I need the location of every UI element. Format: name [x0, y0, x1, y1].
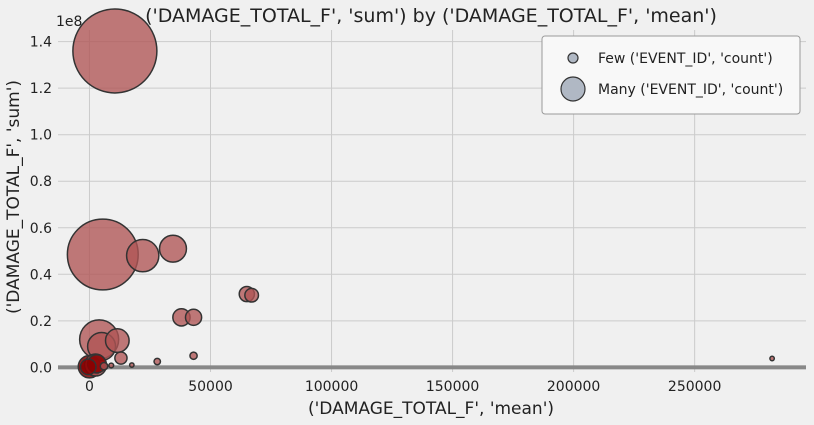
- data-point: [99, 361, 109, 371]
- data-point: [189, 351, 198, 361]
- legend-marker-few: [567, 52, 579, 64]
- chart-title: ('DAMAGE_TOTAL_F', 'sum') by ('DAMAGE_TO…: [145, 5, 717, 27]
- x-tick-label: 150000: [426, 379, 479, 395]
- data-point: [114, 351, 128, 365]
- data-point: [244, 287, 260, 303]
- x-axis-label: ('DAMAGE_TOTAL_F', 'mean'): [308, 399, 554, 419]
- legend-label-few: Few ('EVENT_ID', 'count'): [598, 51, 773, 67]
- y-tick-label: 0.0: [30, 360, 52, 376]
- y-axis-label: ('DAMAGE_TOTAL_F', 'sum'): [4, 80, 24, 314]
- y-tick-label: 1.2: [30, 81, 52, 97]
- data-point: [153, 357, 162, 366]
- zero-line-band: [58, 365, 806, 370]
- data-point: [184, 308, 203, 327]
- y-tick-labels: 0.0 0.2 0.4 0.6 0.8 1.0 1.2 1.4: [30, 35, 52, 377]
- data-point: [79, 358, 97, 376]
- x-tick-label: 250000: [668, 379, 721, 395]
- y-tick-label: 0.8: [30, 174, 52, 190]
- y-tick-label: 1.4: [30, 35, 52, 51]
- data-points: [66, 8, 776, 379]
- x-tick-label: 0: [85, 379, 94, 395]
- legend-box: [541, 35, 801, 115]
- data-point: [769, 355, 776, 362]
- legend-marker-many: [560, 76, 586, 102]
- legend: Few ('EVENT_ID', 'count') Many ('EVENT_I…: [541, 35, 801, 115]
- x-tick-labels: 0 50000 100000 150000 200000 250000: [85, 379, 721, 395]
- data-point: [128, 362, 135, 368]
- x-tick-label: 200000: [547, 379, 600, 395]
- x-tick-label: 100000: [305, 379, 358, 395]
- data-point: [125, 238, 160, 273]
- data-point: [104, 328, 130, 354]
- legend-label-many: Many ('EVENT_ID', 'count'): [598, 82, 783, 98]
- y-tick-label: 0.2: [30, 314, 52, 330]
- y-tick-label: 0.6: [30, 221, 52, 237]
- x-tick-label: 50000: [188, 379, 233, 395]
- y-tick-label: 0.4: [30, 267, 52, 283]
- data-point: [108, 362, 115, 369]
- y-offset-text: 1e8: [56, 14, 82, 30]
- data-point: [158, 234, 188, 263]
- y-tick-label: 1.0: [30, 128, 52, 144]
- data-point: [72, 8, 158, 94]
